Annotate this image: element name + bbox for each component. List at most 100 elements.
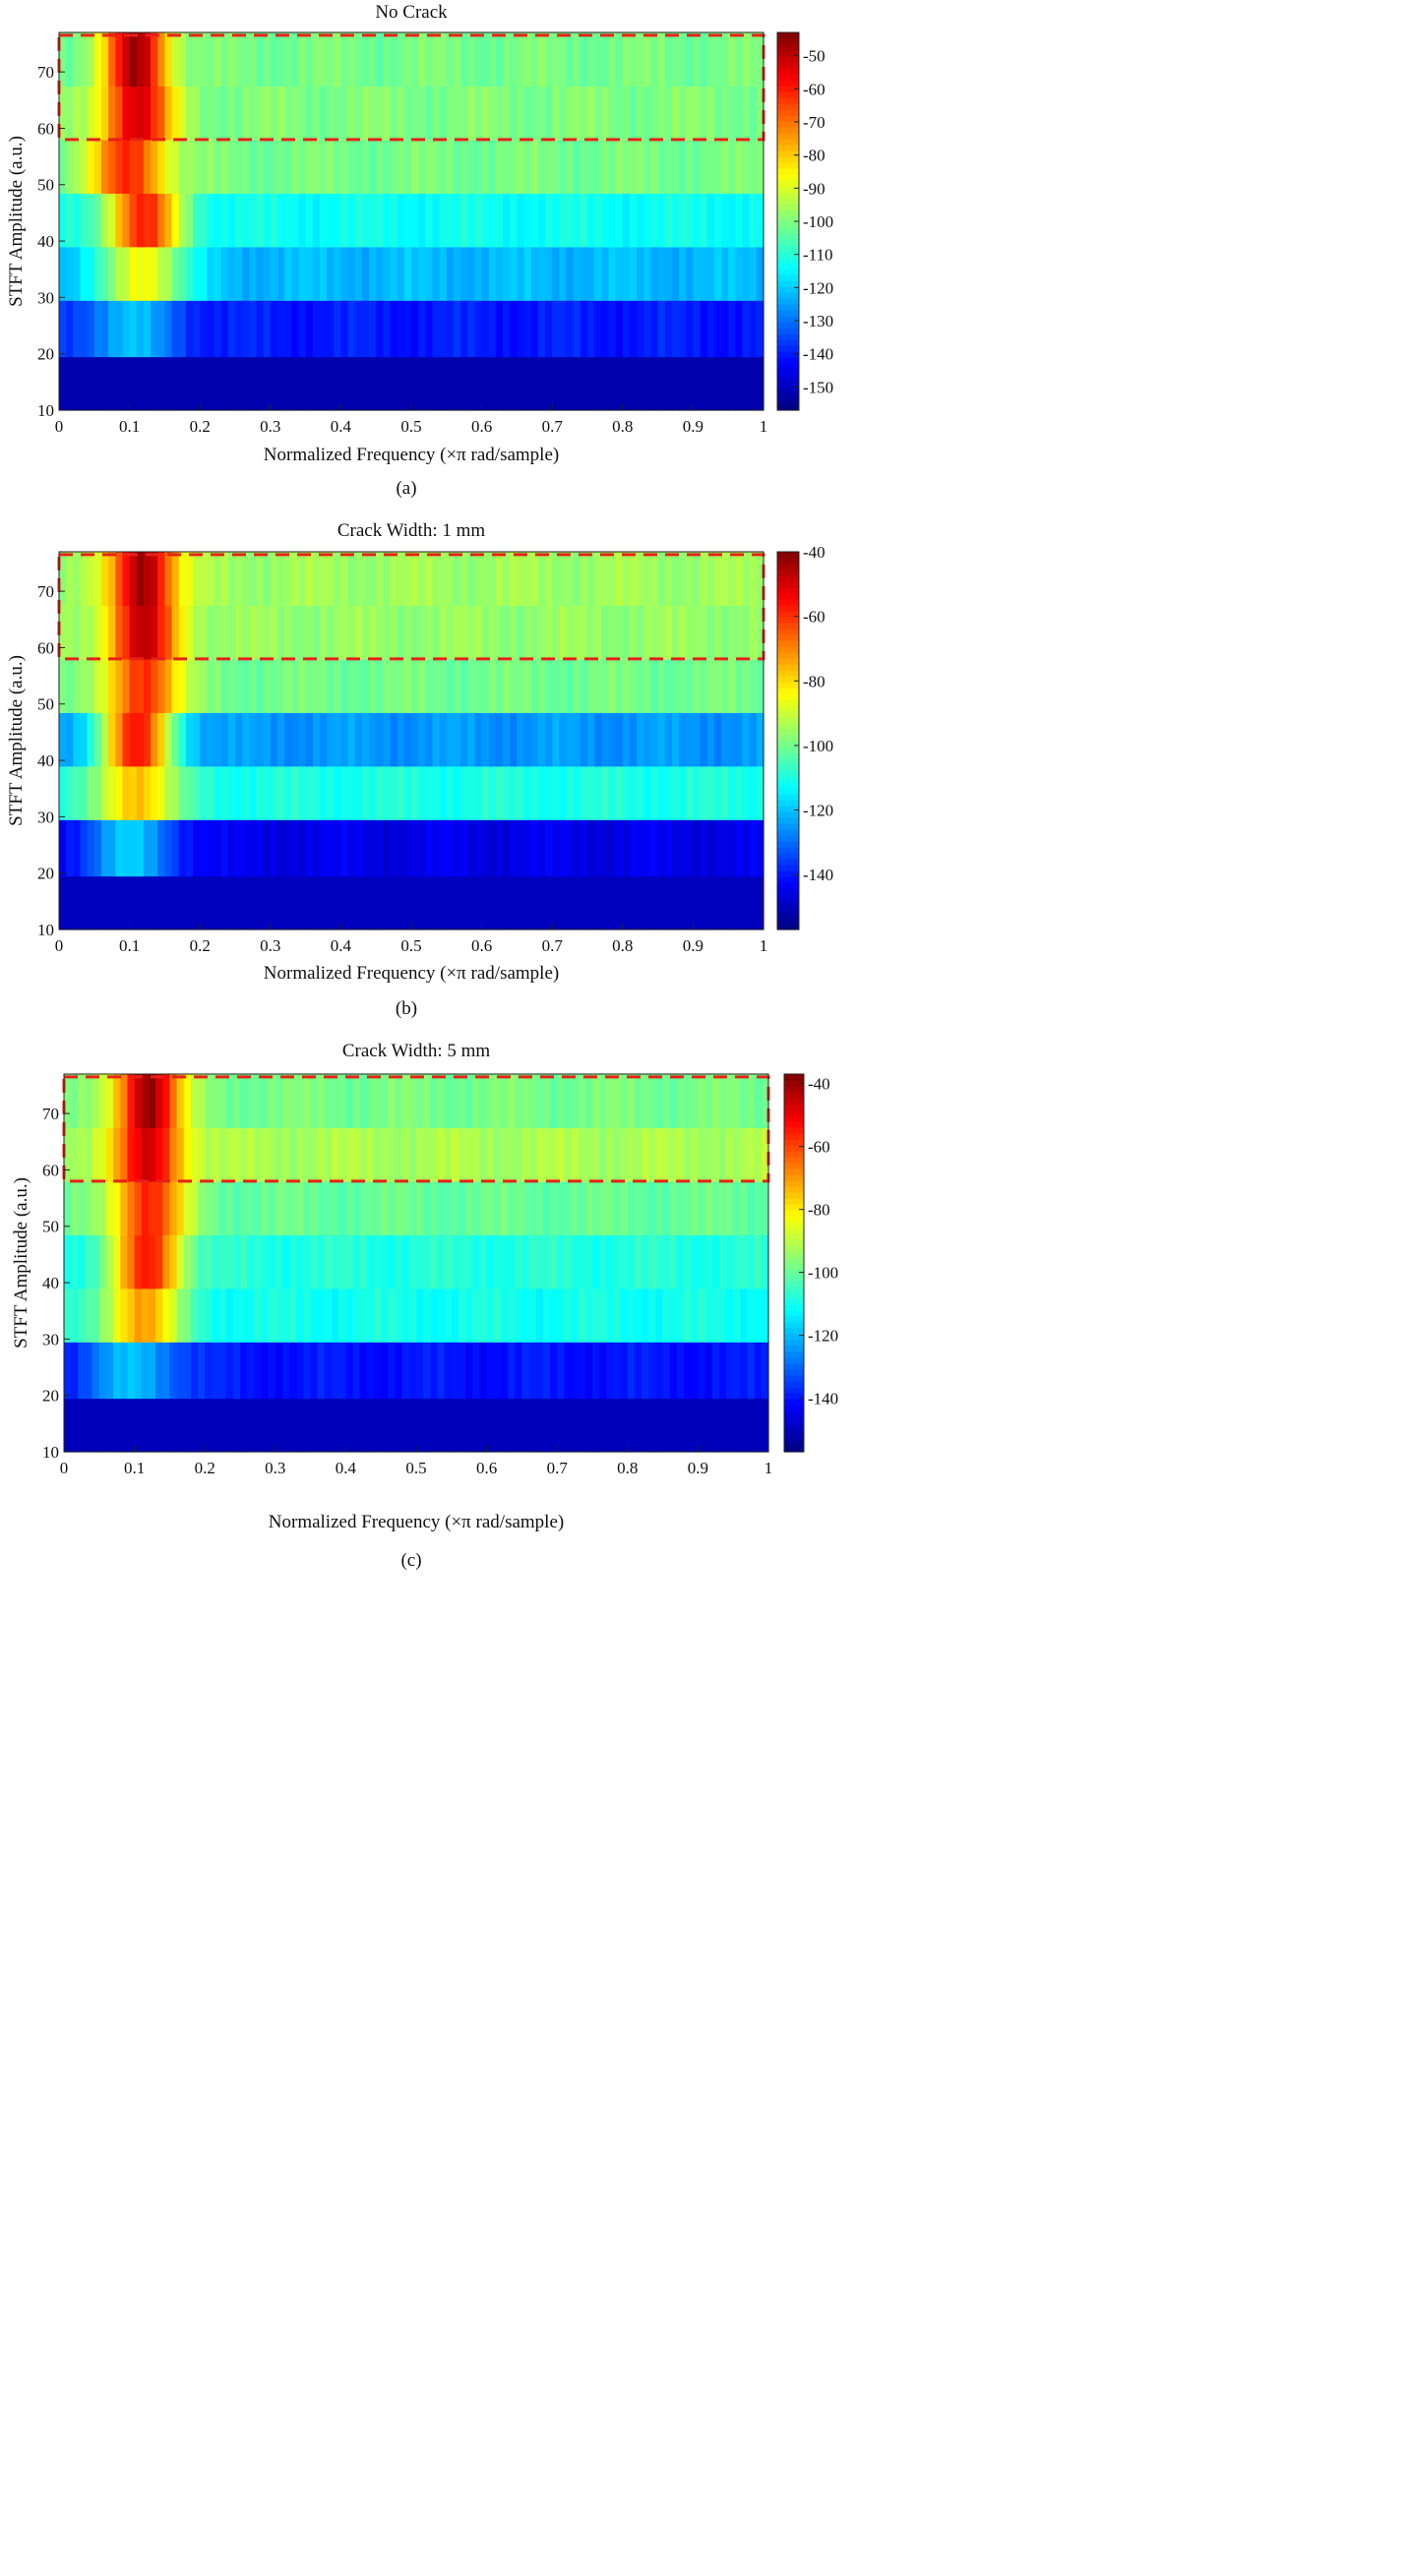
heatmap-cell <box>479 1074 488 1129</box>
heatmap-cell <box>151 712 158 767</box>
heatmap-cell <box>334 356 341 411</box>
heatmap-cell <box>704 1398 713 1453</box>
heatmap-cell <box>622 193 631 248</box>
heatmap-cell <box>721 193 729 248</box>
heatmap-cell <box>601 193 610 248</box>
heatmap-cell <box>193 246 201 301</box>
heatmap-cell <box>205 1180 213 1235</box>
heatmap-cell <box>503 300 511 358</box>
heatmap-cell <box>545 193 553 248</box>
heatmap-cell <box>240 1180 248 1235</box>
heatmap-cell <box>479 1180 488 1235</box>
heatmap-cell <box>366 1398 375 1453</box>
colorbar-segment <box>777 398 799 405</box>
heatmap-cell <box>185 765 194 820</box>
heatmap-cell <box>291 552 300 607</box>
heatmap-cell <box>523 86 532 141</box>
colorbar-segment <box>784 1351 804 1358</box>
heatmap-cell <box>120 1074 129 1129</box>
heatmap-cell <box>198 1234 206 1289</box>
heatmap-cell <box>383 193 392 248</box>
heatmap-cell <box>587 712 595 767</box>
heatmap-cell <box>761 1288 769 1343</box>
heatmap-cell <box>566 356 575 411</box>
colorbar-segment <box>777 853 799 860</box>
heatmap-cell <box>275 1234 283 1289</box>
x-tick-label: 0.7 <box>547 1459 569 1477</box>
panel-label: (c) <box>400 1550 421 1571</box>
heatmap-cell <box>376 605 384 660</box>
heatmap-cell <box>587 605 595 660</box>
heatmap-cell <box>411 552 419 607</box>
heatmap-cell <box>580 86 588 141</box>
heatmap-cell <box>671 193 680 248</box>
heatmap-cell <box>108 605 116 660</box>
heatmap-cell <box>622 605 631 660</box>
heatmap-cell <box>620 1074 629 1129</box>
heatmap-cell <box>148 1342 156 1400</box>
heatmap-cell <box>510 86 518 141</box>
heatmap-cell <box>240 1398 248 1453</box>
heatmap-cell <box>721 552 729 607</box>
heatmap-cell <box>747 1180 756 1235</box>
heatmap-cell <box>270 193 278 248</box>
colorbar-segment <box>777 162 799 169</box>
heatmap-cell <box>319 605 328 660</box>
heatmap-cell <box>305 193 314 248</box>
colorbar-segment <box>777 192 799 199</box>
heatmap-cell <box>276 32 285 88</box>
heatmap-cell <box>726 1074 734 1129</box>
heatmap-cell <box>437 1074 446 1129</box>
heatmap-cell <box>395 1180 403 1235</box>
heatmap-cell <box>408 1342 417 1400</box>
colorbar-segment <box>784 1086 804 1093</box>
heatmap-cell <box>608 605 617 660</box>
colorbar: -40-60-80-100-120-140 <box>776 543 833 930</box>
heatmap-cell <box>401 1180 410 1235</box>
heatmap-cell <box>261 1288 270 1343</box>
heatmap-cell <box>284 712 292 767</box>
y-tick-label: 70 <box>42 1105 59 1123</box>
heatmap-cell <box>486 1288 495 1343</box>
x-tick-label: 0.6 <box>471 417 492 436</box>
heatmap-cell <box>615 356 624 411</box>
heatmap-cell <box>601 552 610 607</box>
heatmap-cell <box>700 86 708 141</box>
heatmap-cell <box>587 356 595 411</box>
heatmap-cell <box>679 552 687 607</box>
heatmap-cell <box>510 605 518 660</box>
heatmap-cell <box>200 139 208 194</box>
colorbar-segment <box>784 1239 804 1246</box>
heatmap-cell <box>178 605 187 660</box>
heatmap-cell <box>162 1180 170 1235</box>
heatmap-cell <box>136 819 145 877</box>
heatmap-cell <box>270 32 278 88</box>
heatmap-cell <box>655 1074 664 1129</box>
heatmap-cell <box>495 765 504 820</box>
heatmap-cell <box>366 1180 375 1235</box>
heatmap-cell <box>64 1234 72 1289</box>
heatmap-cell <box>108 32 116 88</box>
heatmap-cell <box>493 1180 502 1235</box>
heatmap-cell <box>185 819 194 877</box>
heatmap-cell <box>592 1288 600 1343</box>
heatmap-cell <box>686 300 694 358</box>
colorbar-segment <box>777 91 799 98</box>
heatmap-cell <box>535 1180 544 1235</box>
heatmap-cell <box>98 1234 107 1289</box>
heatmap-cell <box>451 1288 459 1343</box>
heatmap-cell <box>334 712 341 767</box>
heatmap-cell <box>247 1074 255 1129</box>
heatmap-cell <box>284 86 292 141</box>
heatmap-cell <box>312 193 321 248</box>
heatmap-cell <box>613 1398 622 1453</box>
heatmap-cell <box>296 1074 305 1129</box>
heatmap-cell <box>403 246 412 301</box>
heatmap-cell <box>622 765 631 820</box>
heatmap-cell <box>227 552 236 607</box>
heatmap-cell <box>87 605 95 660</box>
heatmap-cell <box>232 1234 241 1289</box>
heatmap-cell <box>193 875 201 930</box>
colorbar-segment <box>777 345 799 352</box>
